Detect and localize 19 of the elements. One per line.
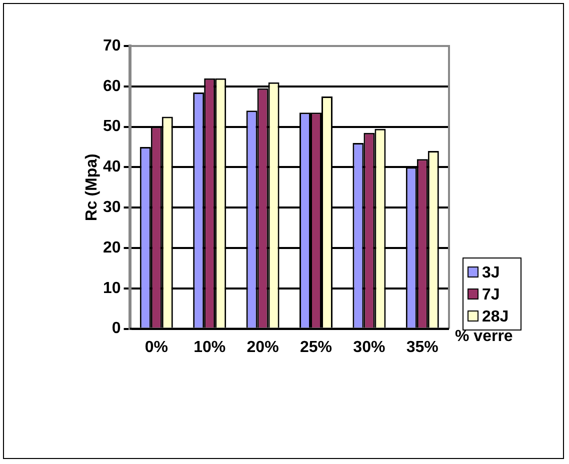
y-tick-label: 40	[103, 158, 121, 176]
legend-label: 28J	[482, 308, 509, 326]
x-tick-label: 25%	[300, 338, 332, 356]
x-axis-title: % verre	[455, 328, 513, 346]
y-tick-label: 30	[103, 199, 121, 216]
y-tick-label: 50	[103, 118, 121, 136]
x-tick-label: 30%	[353, 338, 386, 356]
legend-label: 3J	[482, 264, 500, 282]
x-tick-label: 0%	[144, 338, 168, 356]
y-tick-label: 20	[103, 239, 121, 256]
x-tick-label: 35%	[406, 338, 438, 356]
y-tick-label: 70	[103, 37, 121, 54]
legend-label: 7J	[482, 286, 500, 304]
y-tick-label: 60	[103, 78, 121, 95]
y-tick-label: 10	[103, 280, 121, 297]
y-axis-title: Rc (Mpa)	[83, 154, 100, 222]
y-tick-label: 0	[112, 320, 121, 338]
x-tick-label: 10%	[194, 338, 226, 356]
x-tick-label: 20%	[246, 338, 279, 356]
